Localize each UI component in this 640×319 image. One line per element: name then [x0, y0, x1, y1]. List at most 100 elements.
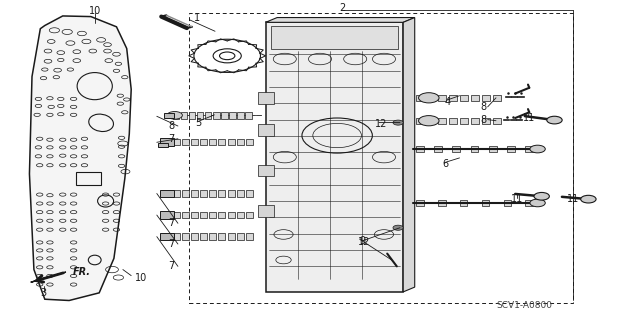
Text: 11: 11 — [522, 113, 535, 123]
Bar — [438, 117, 445, 124]
Bar — [237, 112, 244, 119]
Text: 8: 8 — [168, 121, 175, 131]
Bar — [191, 139, 198, 145]
Bar — [246, 139, 253, 145]
Text: 12: 12 — [358, 237, 371, 248]
Bar — [160, 138, 174, 146]
Bar — [218, 212, 225, 218]
Bar — [200, 190, 207, 197]
Text: 2: 2 — [339, 3, 346, 13]
Bar — [182, 139, 189, 145]
Circle shape — [167, 112, 182, 119]
Bar — [76, 172, 101, 185]
Bar — [258, 205, 274, 217]
Bar — [213, 112, 220, 119]
Text: 9: 9 — [359, 236, 365, 246]
Bar — [493, 117, 501, 124]
Text: 10: 10 — [134, 272, 147, 283]
Bar — [173, 234, 180, 240]
Bar — [228, 190, 235, 197]
Text: 11: 11 — [566, 194, 579, 204]
Circle shape — [393, 225, 403, 230]
Polygon shape — [266, 18, 415, 22]
Polygon shape — [31, 272, 66, 282]
Bar — [460, 95, 468, 101]
Circle shape — [534, 192, 549, 200]
Bar — [427, 117, 435, 124]
Bar — [200, 234, 207, 240]
Bar — [173, 212, 180, 218]
Bar — [482, 200, 489, 206]
Text: FR.: FR. — [72, 267, 90, 277]
Bar — [245, 112, 252, 119]
Bar — [416, 146, 424, 152]
Bar — [228, 212, 235, 218]
Bar — [438, 200, 445, 206]
Bar — [507, 146, 515, 152]
Bar — [427, 95, 435, 101]
Text: 7: 7 — [168, 239, 175, 249]
Bar — [471, 117, 479, 124]
Bar — [191, 190, 198, 197]
Bar — [158, 143, 168, 147]
Bar — [173, 112, 179, 119]
Bar — [205, 112, 211, 119]
Bar — [449, 95, 457, 101]
Bar — [228, 234, 235, 240]
Bar — [416, 200, 424, 206]
Bar — [218, 139, 225, 145]
Bar — [525, 200, 533, 206]
Polygon shape — [29, 16, 131, 300]
Circle shape — [530, 145, 545, 153]
Bar — [173, 139, 180, 145]
Bar — [221, 112, 228, 119]
Bar — [173, 190, 180, 197]
Text: 5: 5 — [195, 118, 202, 128]
Bar — [438, 95, 445, 101]
Bar — [160, 233, 174, 241]
Bar — [181, 112, 188, 119]
Bar — [164, 113, 174, 118]
Bar — [182, 190, 189, 197]
Bar — [493, 95, 501, 101]
Text: 11: 11 — [511, 194, 524, 204]
Bar — [471, 146, 478, 152]
Bar — [228, 139, 235, 145]
Circle shape — [580, 195, 596, 203]
Bar — [460, 117, 468, 124]
Circle shape — [547, 116, 562, 124]
Bar — [160, 190, 174, 197]
Polygon shape — [403, 18, 415, 292]
Bar — [449, 117, 457, 124]
Bar — [258, 165, 274, 176]
Text: 1: 1 — [194, 12, 200, 23]
Bar — [209, 212, 216, 218]
Bar — [246, 212, 253, 218]
Bar — [460, 200, 467, 206]
Circle shape — [393, 120, 403, 125]
Bar — [246, 234, 253, 240]
Bar — [200, 139, 207, 145]
Bar — [191, 212, 198, 218]
Text: 3: 3 — [40, 288, 47, 299]
Bar — [237, 190, 244, 197]
Bar — [246, 190, 253, 197]
Text: 7: 7 — [168, 134, 175, 144]
Text: 7: 7 — [168, 218, 175, 228]
Bar — [189, 112, 195, 119]
Text: 8: 8 — [481, 102, 487, 112]
Bar — [182, 212, 189, 218]
Bar — [209, 190, 216, 197]
Circle shape — [419, 93, 439, 103]
Bar — [237, 139, 244, 145]
Bar — [258, 92, 274, 104]
Text: 10: 10 — [88, 6, 101, 16]
Bar — [483, 95, 490, 101]
Bar — [266, 22, 403, 292]
Text: 4: 4 — [445, 97, 451, 107]
Bar — [209, 139, 216, 145]
Bar — [416, 95, 424, 101]
Bar — [197, 112, 204, 119]
Bar — [483, 117, 490, 124]
Text: 7: 7 — [168, 261, 175, 271]
